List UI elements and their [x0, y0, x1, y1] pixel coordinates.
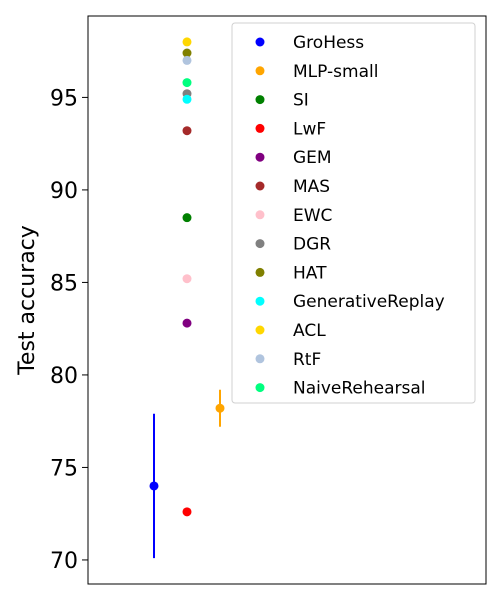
point-grohess [149, 481, 159, 491]
y-axis: 70 75 80 85 90 95 [50, 86, 88, 574]
legend-marker [255, 95, 265, 105]
point-generativereplay [182, 94, 192, 104]
y-tick-label: 85 [50, 271, 78, 296]
point-rtf [182, 55, 192, 65]
legend-label: SI [293, 91, 309, 111]
point-ewc [182, 274, 192, 284]
legend-marker [255, 239, 265, 249]
legend-label: RtF [293, 350, 321, 370]
legend-marker [255, 296, 265, 306]
data-points [149, 37, 225, 559]
point-lwf [182, 507, 192, 517]
point-gem [182, 318, 192, 328]
legend-marker [255, 123, 265, 133]
y-tick-label: 90 [50, 179, 78, 204]
legend-label: DGR [293, 235, 331, 255]
y-tick-label: 95 [50, 86, 78, 111]
point-acl [182, 37, 192, 47]
legend-box [231, 22, 476, 404]
legend-label: NaiveRehearsal [293, 379, 426, 399]
point-hat [182, 48, 192, 58]
legend-marker [255, 181, 265, 191]
y-tick-label: 70 [50, 549, 78, 574]
legend-label: EWC [293, 206, 332, 226]
legend-marker [255, 383, 265, 393]
legend-marker [255, 354, 265, 364]
point-mlp-small [215, 403, 225, 413]
legend: GroHess MLP-small SI LwF GEM MAS EWC DGR HAT Gene… [231, 22, 476, 404]
legend-marker [255, 66, 265, 76]
legend-marker [255, 152, 265, 162]
y-tick-label: 80 [50, 364, 78, 389]
point-si [182, 213, 192, 223]
legend-marker [255, 37, 265, 47]
legend-label: MLP-small [293, 62, 378, 82]
legend-label: LwF [293, 119, 326, 139]
point-naiverehearsal [182, 78, 192, 88]
y-tick-label: 75 [50, 456, 78, 481]
legend-marker [255, 210, 265, 220]
legend-label: HAT [293, 263, 327, 283]
legend-marker [255, 267, 265, 277]
legend-marker [255, 325, 265, 335]
legend-label: GroHess [293, 33, 364, 53]
legend-label: GenerativeReplay [293, 292, 445, 312]
legend-label: GEM [293, 148, 332, 168]
y-axis-label: Test accuracy [15, 225, 40, 376]
legend-label: ACL [293, 321, 326, 341]
legend-label: MAS [293, 177, 330, 197]
point-mas [182, 126, 192, 136]
